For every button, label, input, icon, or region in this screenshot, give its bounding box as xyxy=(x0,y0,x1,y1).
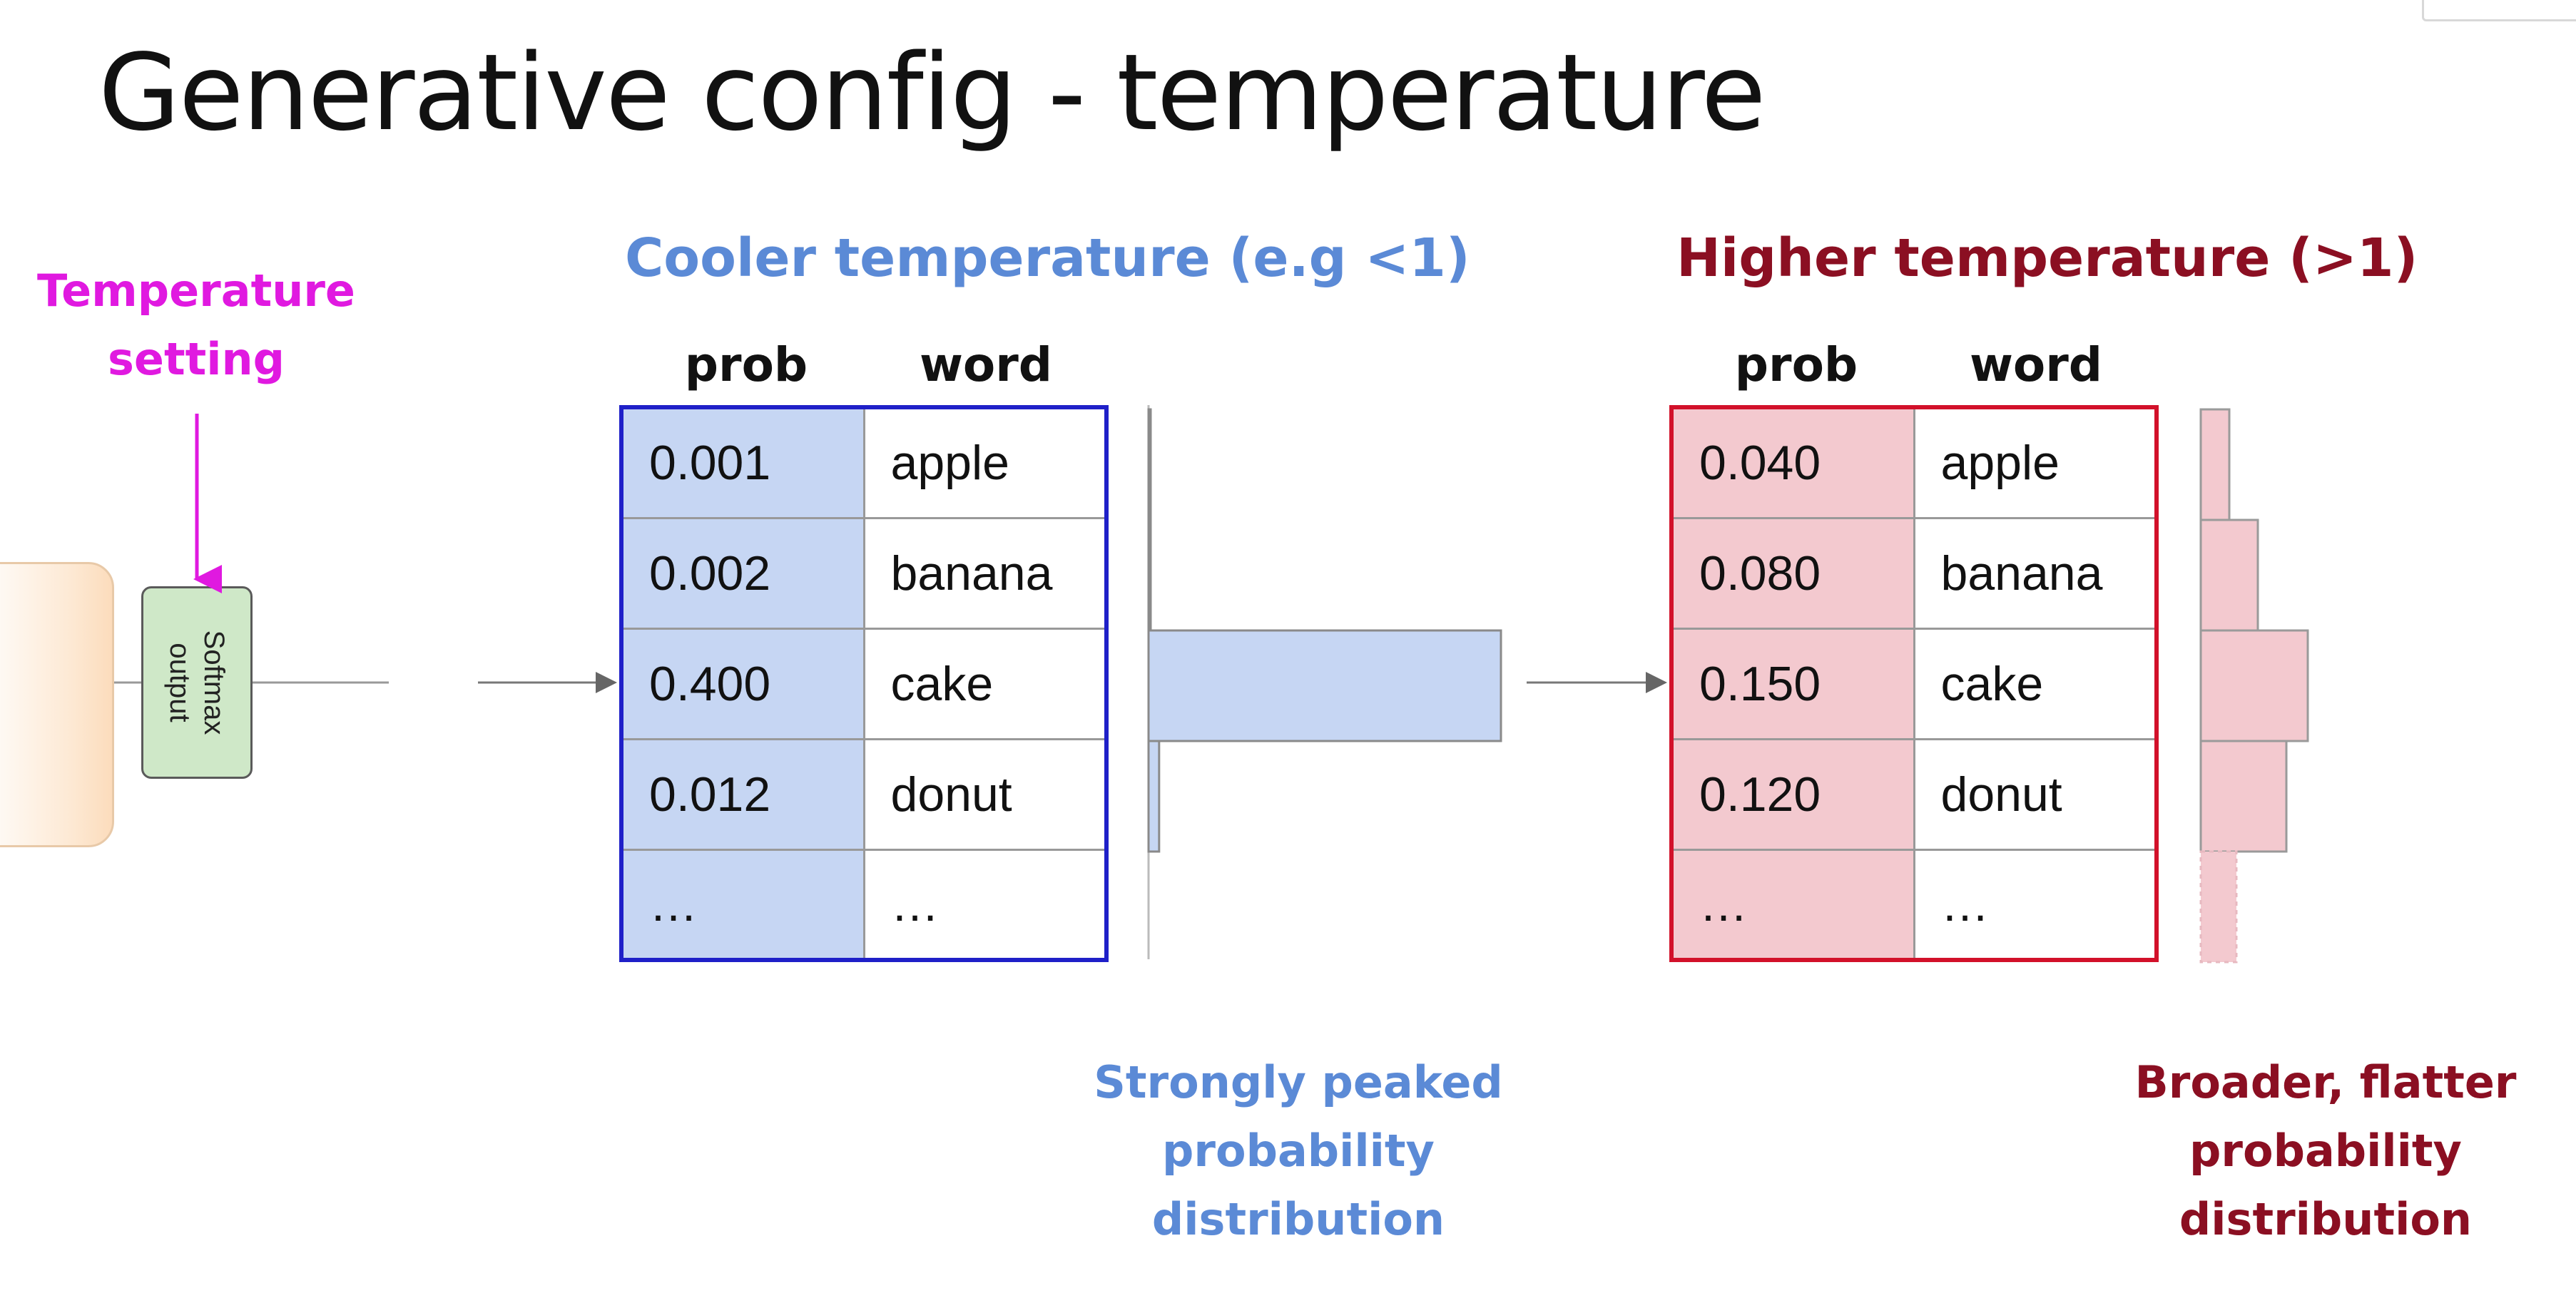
histogram-bar xyxy=(2199,629,2309,742)
hot-prob-header: prob xyxy=(1734,337,1858,392)
histogram-bar xyxy=(2199,850,2238,964)
temperature-setting-line-2: setting xyxy=(108,333,285,385)
cool-word-header: word xyxy=(919,337,1053,392)
word-cell: cake xyxy=(1913,627,2157,739)
prob-cell: … xyxy=(1671,848,1914,960)
table-row: 0.400 cake xyxy=(621,627,1106,739)
hot-temperature-heading: Higher temperature (>1) xyxy=(1676,228,2418,289)
hot-word-header: word xyxy=(1969,337,2103,392)
cool-probability-table: 0.001 apple 0.002 banana 0.400 cake 0.012 do… xyxy=(619,405,1109,962)
cool-temperature-heading: Cooler temperature (e.g <1) xyxy=(625,228,1470,289)
table-row: 0.002 banana xyxy=(621,516,1106,628)
table-row: …… xyxy=(1671,848,2157,960)
hot-probability-table: 0.040 apple 0.080 banana 0.150 cake 0.120 do… xyxy=(1669,405,2159,962)
table-row: 0.012 donut xyxy=(621,737,1106,849)
cool-prob-header: prob xyxy=(684,337,808,392)
hot-caption-line-1: Broader, flatter xyxy=(2134,1056,2517,1108)
word-cell: cake xyxy=(862,627,1106,739)
model-block xyxy=(0,562,114,847)
prob-cell: 0.012 xyxy=(621,737,864,849)
word-cell: banana xyxy=(1913,516,2157,628)
prob-cell: 0.040 xyxy=(1671,407,1914,518)
histogram-bar xyxy=(1147,408,1152,521)
slide-title: Generative config - temperature xyxy=(98,31,1766,154)
histogram-bar xyxy=(2199,408,2231,521)
cool-caption-line-2: probability xyxy=(1162,1125,1435,1177)
window-corner-frame xyxy=(2422,0,2576,21)
word-cell: apple xyxy=(1913,407,2157,518)
hot-histogram xyxy=(2199,408,2309,964)
table-row: 0.150 cake xyxy=(1671,627,2157,739)
table-row: 0.001 apple xyxy=(621,407,1106,518)
table-row: …… xyxy=(621,848,1106,960)
table-row: 0.120 donut xyxy=(1671,737,2157,849)
cool-histogram xyxy=(1147,408,1502,853)
prob-cell: 0.001 xyxy=(621,407,864,518)
word-cell: … xyxy=(1913,848,2157,960)
hot-caption-line-3: distribution xyxy=(2179,1193,2473,1245)
histogram-bar xyxy=(1147,629,1502,742)
prob-cell: 0.080 xyxy=(1671,516,1914,628)
histogram-bar xyxy=(1147,518,1152,632)
word-cell: banana xyxy=(862,516,1106,628)
softmax-output-box: Softmax output xyxy=(141,586,253,779)
word-cell: donut xyxy=(1913,737,2157,849)
temperature-setting-label: Temperature setting xyxy=(29,257,364,394)
cool-distribution-caption: Strongly peaked probability distribution xyxy=(1013,1048,1584,1254)
prob-cell: 0.400 xyxy=(621,627,864,739)
temperature-setting-line-1: Temperature xyxy=(37,265,355,317)
cool-caption-line-1: Strongly peaked xyxy=(1094,1056,1503,1108)
prob-cell: 0.150 xyxy=(1671,627,1914,739)
word-cell: apple xyxy=(862,407,1106,518)
prob-cell: 0.120 xyxy=(1671,737,1914,849)
word-cell: donut xyxy=(862,737,1106,849)
table-row: 0.080 banana xyxy=(1671,516,2157,628)
cool-caption-line-3: distribution xyxy=(1151,1193,1445,1245)
histogram-bar xyxy=(2199,740,2288,853)
hot-caption-line-2: probability xyxy=(2189,1125,2462,1177)
hot-distribution-caption: Broader, flatter probability distributio… xyxy=(2069,1048,2576,1254)
prob-cell: … xyxy=(621,848,864,960)
histogram-bar xyxy=(1147,740,1161,853)
histogram-bar xyxy=(2199,518,2259,632)
prob-cell: 0.002 xyxy=(621,516,864,628)
word-cell: … xyxy=(862,848,1106,960)
table-row: 0.040 apple xyxy=(1671,407,2157,518)
